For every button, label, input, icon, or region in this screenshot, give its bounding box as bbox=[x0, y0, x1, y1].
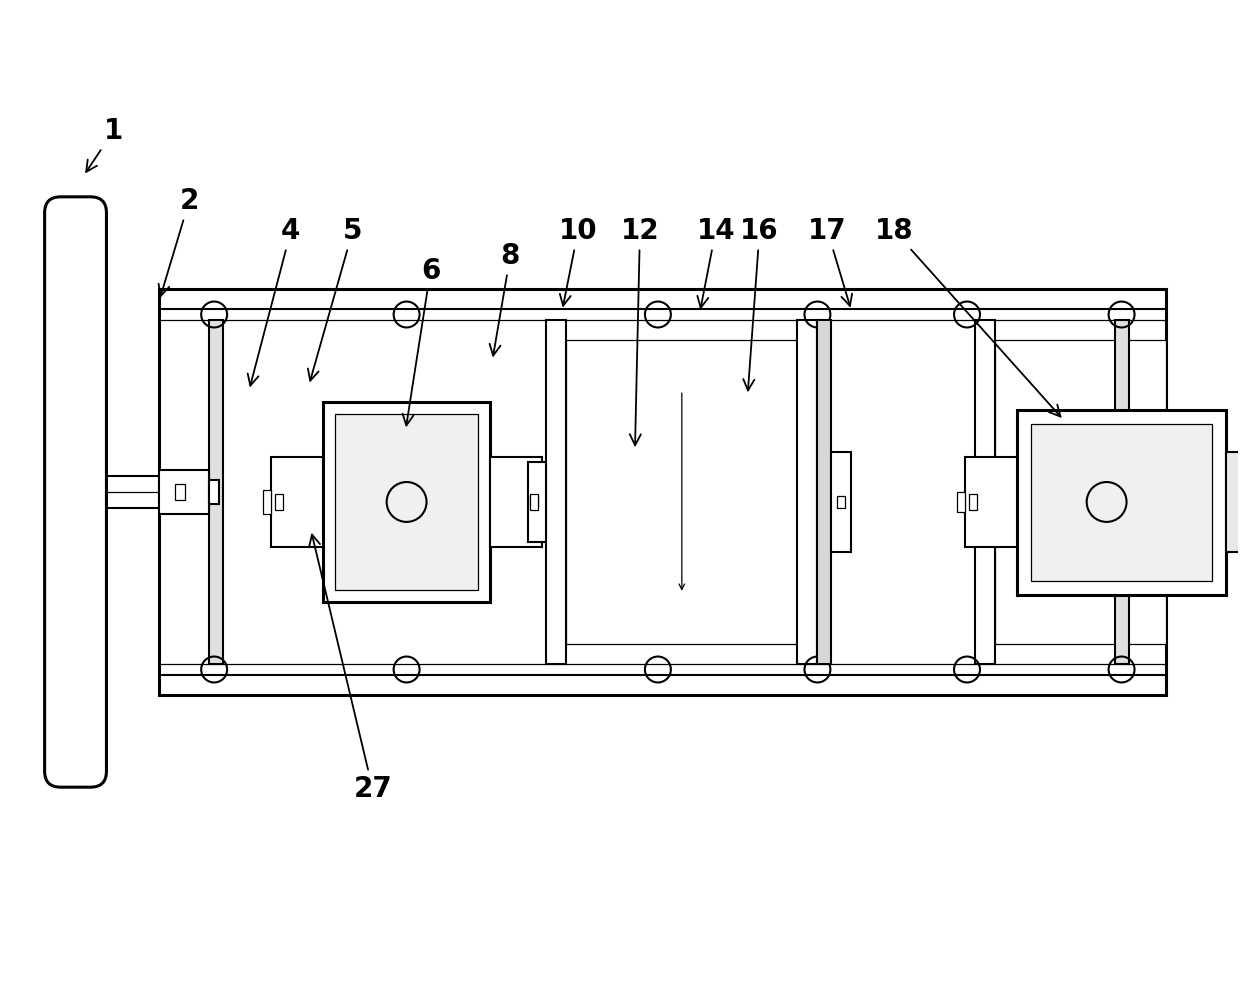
Bar bbox=[210, 321, 223, 663]
Text: 16: 16 bbox=[740, 216, 779, 391]
Bar bbox=[322, 402, 490, 601]
Bar bbox=[159, 288, 1167, 696]
Bar bbox=[275, 494, 283, 510]
Bar bbox=[797, 321, 817, 663]
Bar bbox=[159, 470, 210, 514]
Bar bbox=[531, 494, 538, 510]
Bar bbox=[272, 458, 322, 547]
Bar bbox=[1115, 321, 1128, 663]
Bar bbox=[531, 496, 538, 508]
Bar bbox=[831, 452, 852, 552]
Text: 14: 14 bbox=[697, 216, 735, 308]
Bar bbox=[1017, 410, 1226, 594]
Bar bbox=[1030, 424, 1213, 581]
Bar bbox=[210, 480, 219, 504]
Text: 10: 10 bbox=[559, 216, 598, 306]
Text: 18: 18 bbox=[875, 216, 1060, 416]
Bar bbox=[975, 321, 994, 663]
Bar bbox=[528, 462, 546, 542]
Bar bbox=[994, 340, 1167, 644]
Text: 8: 8 bbox=[490, 242, 520, 355]
Bar bbox=[837, 496, 846, 508]
Text: 6: 6 bbox=[403, 257, 440, 425]
Text: 27: 27 bbox=[309, 534, 392, 803]
FancyBboxPatch shape bbox=[45, 197, 107, 787]
Text: 1: 1 bbox=[87, 117, 123, 172]
Bar bbox=[567, 340, 797, 644]
Bar bbox=[335, 414, 479, 589]
Bar bbox=[263, 490, 272, 514]
Bar bbox=[175, 484, 185, 500]
Bar bbox=[546, 321, 567, 663]
Bar bbox=[965, 458, 1017, 547]
Text: 4: 4 bbox=[248, 216, 300, 386]
Bar bbox=[957, 492, 965, 512]
Text: 2: 2 bbox=[159, 187, 198, 296]
Text: 17: 17 bbox=[808, 216, 852, 306]
Text: 5: 5 bbox=[308, 216, 362, 381]
Bar bbox=[968, 494, 977, 510]
Text: 12: 12 bbox=[621, 216, 660, 446]
Bar bbox=[1226, 452, 1240, 552]
Bar bbox=[490, 458, 542, 547]
Bar bbox=[817, 321, 831, 663]
